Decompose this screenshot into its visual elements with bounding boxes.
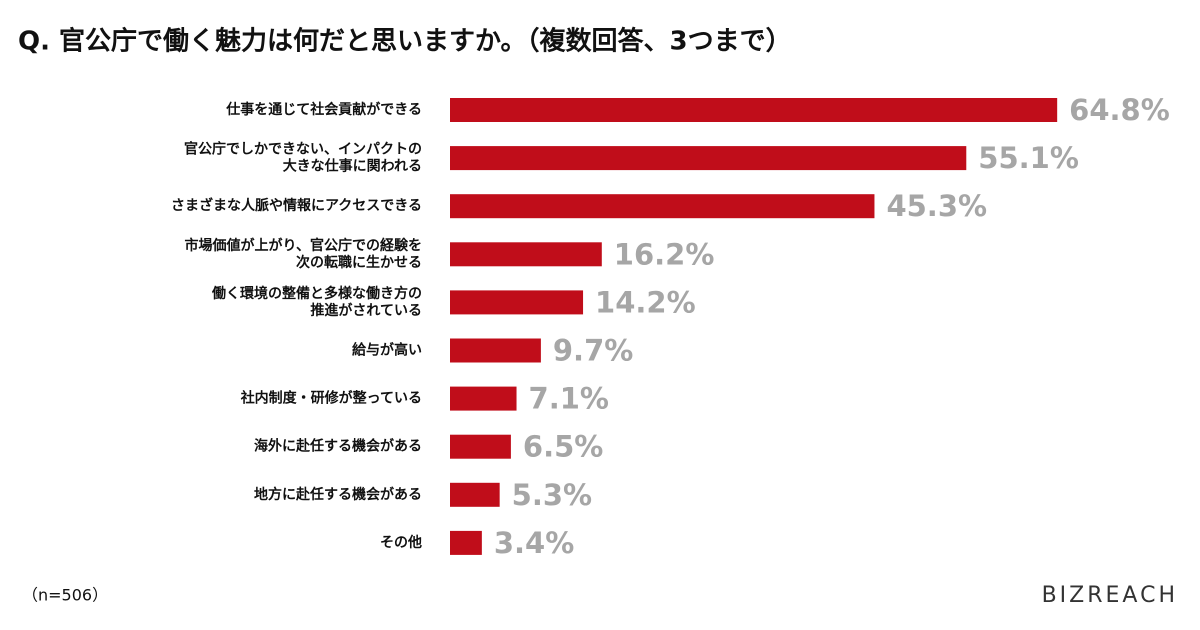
category-label: 仕事を通じて社会貢献ができる	[225, 101, 422, 118]
logo: BIZREACH	[1042, 583, 1178, 608]
value-label: 3.4%	[494, 526, 574, 560]
category-label: 社内制度・研修が整っている	[240, 390, 422, 407]
note: （n=506）	[22, 586, 108, 605]
value-label: 14.2%	[595, 285, 696, 319]
value-label: 7.1%	[529, 382, 609, 416]
value-label: 5.3%	[512, 478, 592, 512]
bar	[450, 194, 875, 219]
category-label: さまざまな人脈や情報にアクセスできる	[171, 197, 422, 214]
category-label: 市場価値が上がり、官公庁での経験を次の転職に生かせる	[185, 237, 422, 271]
bar	[450, 290, 584, 315]
bar	[450, 98, 1058, 122]
bar	[450, 338, 541, 363]
value-label: 9.7%	[553, 334, 633, 368]
category-label: 働く環境の整備と多様な働き方の推進がされている	[211, 285, 422, 319]
bar	[450, 242, 602, 267]
bar	[450, 530, 482, 555]
value-label: 16.2%	[614, 237, 715, 271]
value-label: 6.5%	[523, 430, 603, 464]
chart-title: Q. 官公庁で働く魅力は何だと思いますか。（複数回答、3つまで）	[18, 26, 792, 57]
value-label: 55.1%	[978, 141, 1079, 175]
bar	[450, 146, 967, 171]
bar	[450, 386, 517, 411]
category-label: 官公庁でしかできない、インパクトの大きな仕事に関われる	[184, 141, 422, 175]
category-label: その他	[380, 534, 422, 551]
category-label: 海外に赴任する機会がある	[254, 438, 422, 455]
category-label: 地方に赴任する機会がある	[254, 486, 422, 503]
bar	[450, 482, 500, 507]
value-label: 45.3%	[886, 189, 987, 223]
category-label: 給与が高い	[352, 342, 422, 359]
bar	[450, 434, 511, 459]
value-label: 64.8%	[1069, 93, 1170, 127]
